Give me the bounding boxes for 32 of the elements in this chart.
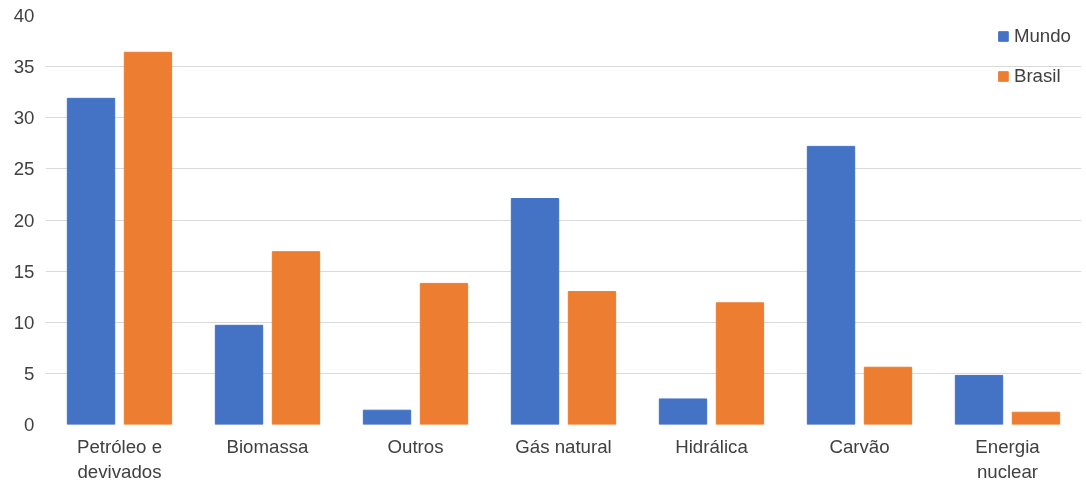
- x-tick-label: Gás natural: [515, 435, 612, 457]
- y-tick-label: 5: [24, 362, 35, 384]
- x-tick-label: Hidrálica: [675, 435, 749, 457]
- bar: [66, 97, 116, 425]
- bar: [658, 398, 708, 425]
- legend-label: Mundo: [1013, 25, 1071, 47]
- legend-label: Brasil: [1013, 65, 1061, 87]
- bar: [715, 302, 765, 425]
- bar: [214, 324, 264, 425]
- x-tick-label: Energia nuclear: [975, 435, 1041, 482]
- y-tick-label: 15: [13, 260, 35, 282]
- y-tick-label: 40: [13, 5, 35, 26]
- bar: [567, 291, 617, 425]
- x-tick-label: Biomassa: [226, 435, 310, 457]
- y-tick-label: 20: [13, 209, 35, 231]
- y-tick-label: 30: [13, 107, 35, 129]
- bar: [863, 366, 913, 425]
- x-tick-label: Outros: [387, 435, 444, 457]
- bar: [419, 282, 469, 425]
- bar: [806, 145, 856, 425]
- x-tick-label: Petróleo e devivados: [76, 435, 163, 482]
- y-tick-label: 25: [13, 158, 35, 180]
- y-tick-label: 35: [13, 56, 35, 78]
- bar: [271, 251, 321, 425]
- bar: [362, 409, 412, 425]
- bar: [1011, 411, 1061, 425]
- y-tick-label: 10: [13, 311, 35, 333]
- bar: [123, 51, 173, 425]
- x-tick-label: Carvão: [829, 435, 890, 457]
- y-tick-label: 0: [24, 414, 35, 435]
- bar: [510, 198, 560, 425]
- bar: [954, 374, 1004, 425]
